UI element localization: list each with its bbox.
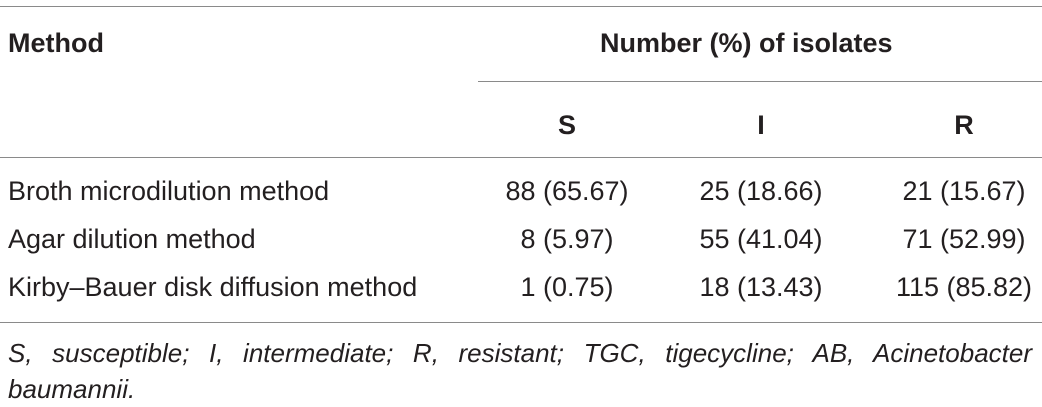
rule: [0, 6, 1042, 7]
cell: 55 (41.04): [699, 224, 823, 254]
row-label: Agar dilution method: [8, 224, 256, 254]
cell: 18 (13.43): [699, 272, 823, 302]
cell: 25 (18.66): [699, 176, 823, 206]
cell: 21 (15.67): [902, 176, 1026, 206]
header-col: I: [757, 110, 765, 140]
rule: [0, 322, 1042, 323]
cell: 1 (0.75): [520, 272, 614, 302]
cell: 8 (5.97): [520, 224, 614, 254]
row-label: Broth microdilution method: [8, 176, 330, 206]
row-label: Kirby–Bauer disk diffusion method: [8, 272, 418, 302]
cell: 115 (85.82): [895, 272, 1033, 302]
rule: [0, 157, 1042, 158]
header-group: Number (%) of isolates: [600, 28, 893, 58]
rule: [478, 81, 1042, 82]
cell: 71 (52.99): [902, 224, 1026, 254]
header-col: R: [954, 110, 974, 140]
footnote: S, susceptible; I, intermediate; R, resi…: [8, 338, 1032, 404]
header-col: S: [557, 110, 576, 140]
cell: 88 (65.67): [505, 176, 629, 206]
header-method: Method: [8, 28, 104, 58]
